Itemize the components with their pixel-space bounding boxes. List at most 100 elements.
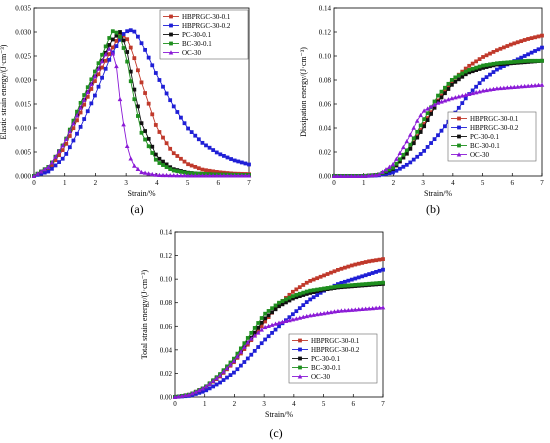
data-point xyxy=(150,63,155,68)
data-point xyxy=(425,106,430,111)
data-point xyxy=(197,390,202,395)
data-point xyxy=(262,324,268,330)
data-point xyxy=(498,46,503,51)
data-point xyxy=(453,95,458,100)
legend-label: OC-30 xyxy=(470,151,490,159)
data-point xyxy=(404,139,410,144)
data-point xyxy=(179,169,183,174)
data-point xyxy=(164,172,169,178)
data-point xyxy=(207,173,212,178)
data-point xyxy=(243,161,248,166)
data-point xyxy=(239,173,245,178)
data-point xyxy=(204,388,209,393)
data-point xyxy=(356,307,362,312)
data-point xyxy=(397,159,402,164)
data-point xyxy=(442,98,448,103)
data-point xyxy=(125,37,130,42)
data-point xyxy=(328,309,334,315)
data-point xyxy=(495,48,499,53)
data-point xyxy=(67,145,72,150)
data-point xyxy=(467,63,472,68)
data-point xyxy=(522,54,527,58)
data-point xyxy=(103,52,108,57)
data-point xyxy=(432,102,437,107)
data-point xyxy=(488,51,492,56)
data-point xyxy=(460,74,465,79)
data-point xyxy=(121,122,126,127)
data-point xyxy=(164,91,169,96)
data-point xyxy=(182,170,187,175)
data-point xyxy=(229,157,233,161)
legend-swatch-marker xyxy=(169,41,173,46)
data-point xyxy=(42,170,47,175)
data-point xyxy=(360,282,365,287)
data-point xyxy=(249,352,254,357)
data-point xyxy=(307,313,313,318)
data-point xyxy=(415,135,420,140)
data-point xyxy=(110,45,115,50)
legend-swatch-marker xyxy=(456,152,462,157)
data-point xyxy=(186,392,192,397)
data-point xyxy=(401,152,406,157)
data-point xyxy=(449,82,454,87)
data-point xyxy=(436,133,440,138)
data-point xyxy=(501,60,506,65)
data-point xyxy=(132,29,137,34)
y-tick-label: 0.14 xyxy=(319,5,332,13)
data-point xyxy=(394,156,399,161)
data-point xyxy=(263,337,268,342)
data-point xyxy=(422,122,427,126)
data-point xyxy=(193,392,198,396)
data-point xyxy=(53,154,58,159)
data-point xyxy=(470,88,475,93)
data-point xyxy=(218,173,223,178)
data-point xyxy=(89,81,94,87)
data-point xyxy=(484,65,489,69)
data-point xyxy=(67,134,72,138)
data-point xyxy=(460,71,465,76)
data-point xyxy=(146,171,151,176)
data-point xyxy=(407,132,413,137)
y-tick-label: 0.08 xyxy=(160,299,173,307)
data-point xyxy=(533,49,537,53)
data-point xyxy=(71,126,76,131)
data-point xyxy=(287,292,292,297)
data-point xyxy=(85,89,91,94)
data-point xyxy=(146,144,151,149)
data-point xyxy=(484,75,489,80)
data-point xyxy=(100,75,104,80)
data-point xyxy=(243,173,248,178)
data-point xyxy=(210,173,216,178)
y-tick-label: 0.12 xyxy=(160,252,173,260)
y-tick-label: 0.06 xyxy=(160,323,173,331)
data-point xyxy=(67,128,73,134)
data-point xyxy=(136,68,140,73)
data-point xyxy=(189,163,194,168)
data-point xyxy=(273,303,278,308)
legend-label: HBPRGC-30-0.2 xyxy=(182,22,231,30)
panel-label-c: (c) xyxy=(269,426,282,440)
data-point xyxy=(96,84,101,89)
data-point xyxy=(373,305,379,310)
data-point xyxy=(387,167,392,172)
data-point xyxy=(290,312,295,317)
data-point xyxy=(245,356,250,361)
data-point xyxy=(529,58,534,63)
legend-label: HBPRGC-30-0.1 xyxy=(470,115,519,123)
chart-panel-2: 0 1 2 3 4 5 6 7 0.00 0.02 0.04 0.06 0.08 0.10 0.12 0.14… xyxy=(299,5,545,198)
data-point xyxy=(118,32,122,37)
data-point xyxy=(359,173,365,178)
data-point xyxy=(74,113,80,118)
legend-label: BC-30-0.1 xyxy=(311,364,341,372)
legend-label: HBPRGC-30-0.2 xyxy=(311,346,360,354)
data-point xyxy=(50,166,54,171)
data-point xyxy=(401,164,406,169)
data-point xyxy=(363,306,368,311)
legend-swatch-marker xyxy=(298,338,302,343)
data-point xyxy=(39,171,44,176)
data-point xyxy=(397,157,402,162)
data-point xyxy=(301,293,306,297)
data-point xyxy=(525,83,531,88)
data-point xyxy=(322,273,326,278)
data-point xyxy=(377,257,382,262)
